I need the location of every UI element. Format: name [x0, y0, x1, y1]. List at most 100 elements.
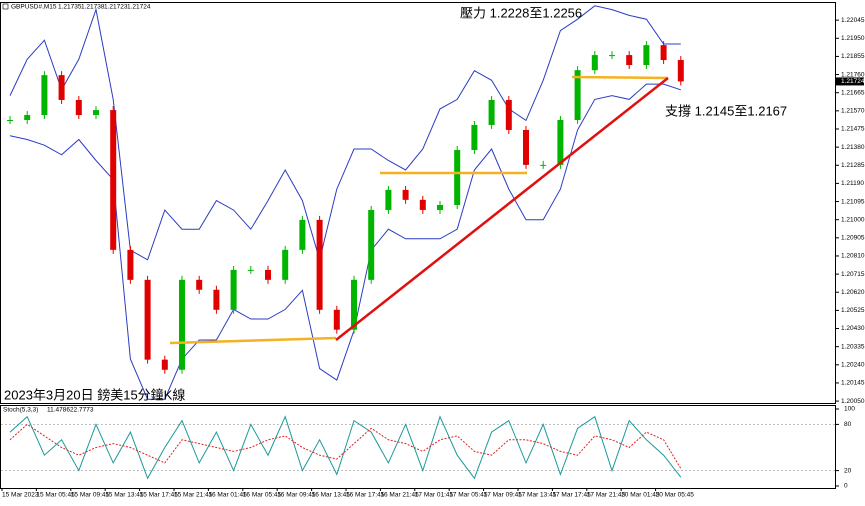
x-tick-label: 17 Mar 05:45 — [449, 492, 488, 499]
stoch-main — [9, 415, 682, 480]
price-box-label: 1.21724 — [841, 78, 865, 85]
ohlc-high: 1.21738 — [81, 4, 105, 11]
candle-body — [402, 189, 409, 200]
x-tick-label: 16 Mar 05:45 — [243, 492, 282, 499]
ohlc-open: 1.21735 — [58, 4, 82, 11]
candle-body — [316, 219, 323, 310]
y-tick-label: 1.21570 — [841, 108, 865, 115]
candle-body — [488, 99, 495, 125]
candle-body — [609, 55, 615, 57]
x-tick-label: 20 Mar 01:45 — [621, 492, 660, 499]
x-tick-label: 15 Mar 2023 — [2, 492, 39, 499]
stoch-signal — [9, 423, 682, 469]
y-tick-label: 1.21380 — [841, 144, 865, 151]
x-tick-label: 16 Mar 21:45 — [380, 492, 419, 499]
candle-body — [385, 189, 392, 210]
candle-body — [540, 164, 547, 166]
y-tick-label: 1.20620 — [841, 289, 865, 296]
price-box — [836, 77, 864, 86]
header-icon — [2, 3, 9, 10]
stoch-signal-last: 22.7773 — [70, 407, 94, 414]
candle-body — [437, 204, 443, 210]
support-note: 支撐 1.2145至1.2167 — [665, 103, 787, 118]
x-tick-label: 17 Mar 09:45 — [484, 492, 523, 499]
candle-body — [660, 45, 667, 61]
candle-body — [591, 55, 598, 71]
stoch-tick-label: 100 — [844, 406, 855, 413]
candle-body — [24, 115, 31, 121]
candle-body — [265, 269, 271, 280]
x-tick-label: 17 Mar 13:45 — [518, 492, 557, 499]
candle-body — [179, 279, 185, 370]
x-tick-label: 15 Mar 05:45 — [36, 492, 75, 499]
x-tick-label: 16 Mar 09:45 — [277, 492, 316, 499]
trend-line — [335, 77, 669, 341]
y-tick-label: 1.21000 — [841, 216, 865, 223]
candle-body — [643, 45, 650, 66]
stoch-tick-label: 0 — [844, 483, 848, 490]
candle-body — [299, 219, 306, 250]
y-tick-label: 1.22045 — [841, 17, 865, 24]
symbol: GBPUSD#,M15 — [11, 4, 57, 11]
candle-body — [523, 129, 529, 165]
y-tick-label: 1.21950 — [841, 35, 865, 42]
resistance-note: 壓力 1.2228至1.2256 — [460, 5, 582, 20]
candle-body — [7, 120, 13, 122]
candle-body — [351, 279, 357, 330]
candle-body — [471, 124, 478, 150]
candle-body — [282, 249, 289, 280]
support-line — [169, 336, 337, 345]
candle-body — [58, 75, 65, 100]
y-tick-label: 1.20905 — [841, 235, 865, 242]
candle-body — [419, 199, 426, 210]
ohlc-low: 1.21723 — [104, 4, 128, 11]
y-tick-label: 1.20810 — [841, 253, 865, 260]
candle-body — [144, 279, 151, 360]
y-tick-label: 1.20335 — [841, 343, 865, 350]
x-tick-label: 16 Mar 17:45 — [346, 492, 385, 499]
candle-body — [626, 55, 633, 66]
candle-body — [196, 279, 203, 290]
y-tick-label: 1.21760 — [841, 71, 865, 78]
bollinger-lower — [9, 83, 681, 400]
candle-body — [75, 99, 82, 116]
candle-body — [41, 75, 48, 116]
stoch-tick-label: 80 — [844, 421, 852, 428]
candle-body — [368, 209, 375, 280]
candle-body — [247, 269, 254, 271]
x-tick-label: 15 Mar 21:45 — [174, 492, 213, 499]
stoch-main-last: 11.4786 — [47, 407, 70, 414]
y-tick-label: 1.20715 — [841, 271, 865, 278]
y-tick-label: 1.20145 — [841, 380, 865, 387]
candle-body — [110, 110, 117, 250]
x-tick-label: 16 Mar 01:45 — [208, 492, 247, 499]
bollinger-upper — [9, 5, 681, 262]
x-tick-label: 17 Mar 21:45 — [587, 492, 626, 499]
main-panel — [0, 2, 836, 404]
stoch-label: Stoch(5,3,3) — [3, 407, 38, 414]
candle-body — [127, 249, 134, 280]
candle-body — [333, 309, 340, 330]
x-tick-label: 17 Mar 17:45 — [552, 492, 591, 499]
y-tick-label: 1.21475 — [841, 126, 865, 133]
y-tick-label: 1.21190 — [841, 180, 864, 187]
y-tick-label: 1.21285 — [841, 162, 865, 169]
candle-body — [161, 359, 168, 370]
stoch-tick-label: 20 — [844, 467, 852, 474]
x-tick-label: 15 Mar 13:45 — [105, 492, 144, 499]
chart-caption: 2023年3月20日 鎊美15分鐘K線 — [4, 387, 185, 402]
candle-body — [213, 289, 220, 310]
candle-body — [677, 60, 684, 82]
y-tick-label: 1.21665 — [841, 89, 865, 96]
x-tick-label: 20 Mar 05:45 — [656, 492, 695, 499]
candle-body — [230, 269, 237, 310]
support-line — [571, 75, 669, 80]
x-tick-label: 16 Mar 13:45 — [312, 492, 351, 499]
y-tick-label: 1.21095 — [841, 198, 865, 205]
candle-body — [93, 110, 99, 116]
ohlc-close: 1.21724 — [127, 4, 151, 11]
y-tick-label: 1.20050 — [841, 398, 865, 405]
